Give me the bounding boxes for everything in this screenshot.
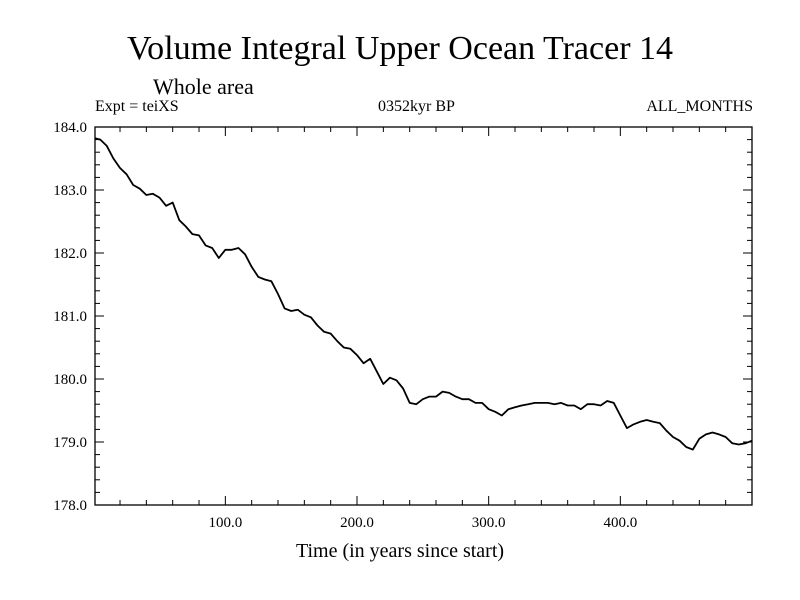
chart-title: Volume Integral Upper Ocean Tracer 14 <box>126 30 674 67</box>
plot-frame <box>94 126 753 506</box>
y-tick-label: 184.0 <box>53 120 87 136</box>
date-label: 0352kyr BP <box>378 98 455 115</box>
series-line <box>94 137 753 451</box>
experiment-label: Expt = teiXS <box>95 98 179 115</box>
x-tick-label: 300.0 <box>472 515 506 531</box>
y-tick-label: 182.0 <box>53 246 87 262</box>
y-tick-label: 178.0 <box>53 498 87 514</box>
x-axis-label: Time (in years since start) <box>295 540 505 562</box>
x-tick-label: 100.0 <box>208 515 242 531</box>
y-tick-label: 180.0 <box>53 372 87 388</box>
y-tick-label: 181.0 <box>53 309 87 325</box>
months-label: ALL_MONTHS <box>646 98 753 115</box>
x-tick-label: 400.0 <box>603 515 637 531</box>
y-tick-label: 179.0 <box>53 435 87 451</box>
x-tick-label: 200.0 <box>340 515 374 531</box>
chart-subtitle: Whole area <box>153 74 254 99</box>
y-tick-label: 183.0 <box>53 183 87 199</box>
